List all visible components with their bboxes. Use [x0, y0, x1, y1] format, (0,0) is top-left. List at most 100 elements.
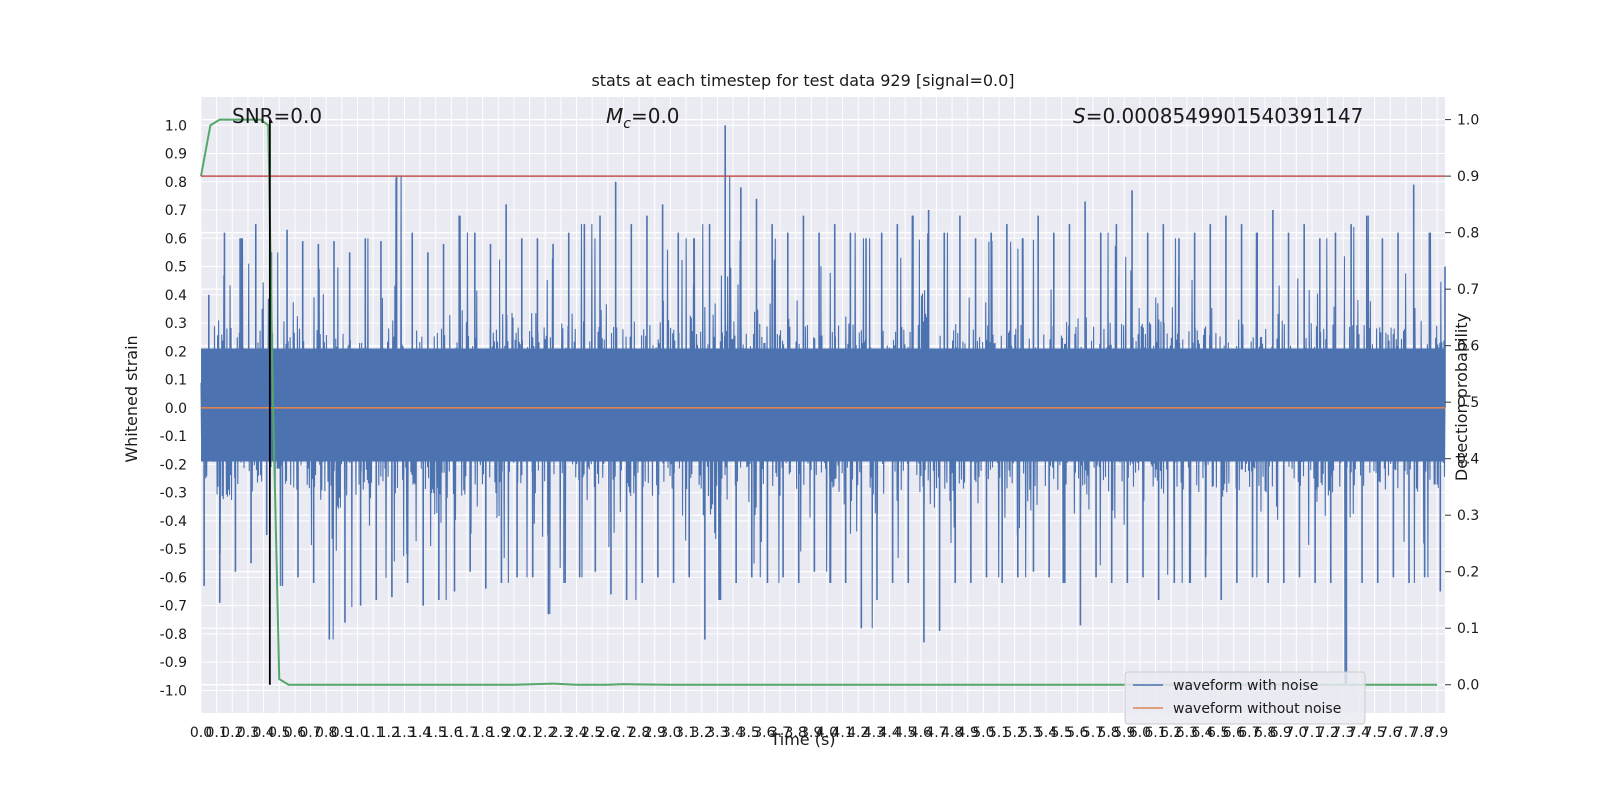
x-tick-label: 1.7 [456, 725, 478, 741]
x-tick-label: 7.2 [1317, 725, 1339, 741]
chirp-mass-symbol: M [606, 104, 623, 128]
y-tick-label: -1.0 [160, 683, 187, 699]
x-tick-label: 2.2 [534, 725, 556, 741]
x-tick-label: 4.1 [831, 725, 853, 741]
x-tick-label: 4.7 [925, 725, 947, 741]
score-value: =0.0008549901540391147 [1086, 104, 1364, 128]
y-tick-label: 0.5 [165, 260, 187, 276]
y2-tick-label: 0.8 [1457, 226, 1479, 242]
overlay-lines [201, 119, 1445, 685]
x-tick-label: 0.2 [221, 725, 243, 741]
y-tick-label: -0.2 [160, 457, 187, 473]
y2-tick-label: 0.3 [1457, 508, 1479, 524]
chirp-mass-annotation: Mc=0.0 [606, 104, 680, 132]
x-tick-label: 5.8 [1097, 725, 1119, 741]
legend-label-with-noise: waveform with noise [1173, 678, 1318, 694]
x-tick-label: 3.9 [800, 725, 822, 741]
y-axis-label: Whitened strain [122, 335, 141, 462]
score-annotation: S=0.0008549901540391147 [1073, 104, 1363, 128]
legend-label-without-noise: waveform without noise [1173, 701, 1341, 717]
x-tick-label: 3.4 [722, 725, 744, 741]
x-tick-label: 2.4 [565, 725, 587, 741]
x-tick-label: 4.3 [863, 725, 885, 741]
detection-probability-line [200, 118, 1438, 686]
waveform-with-noise-core [201, 348, 1445, 462]
y-axis-ticks: 1.0 0.9 0.8 0.7 0.6 0.5 0.4 0.3 0.2 0.1 0.0 -0.1 -0.… [160, 118, 187, 699]
x-axis-ticks: 0.00.10.20.30.40.50.60.70.80.91.01.11.21… [190, 725, 1448, 741]
x-tick-label: 0.8 [315, 725, 337, 741]
y-tick-label: 0.9 [165, 147, 187, 163]
x-tick-label: 3.3 [706, 725, 728, 741]
x-tick-label: 7.1 [1301, 725, 1323, 741]
x-tick-label: 1.2 [378, 725, 400, 741]
x-tick-label: 5.6 [1066, 725, 1088, 741]
x-tick-label: 1.3 [393, 725, 415, 741]
x-tick-label: 5.9 [1113, 725, 1135, 741]
x-tick-label: 3.0 [659, 725, 681, 741]
y-tick-label: 0.6 [165, 231, 187, 247]
y-tick-label: -0.7 [160, 599, 187, 615]
y-tick-label: -0.6 [160, 570, 187, 586]
series-waveform-with-noise [200, 125, 1446, 685]
x-tick-label: 7.4 [1348, 725, 1370, 741]
y2-tick-label: 0.1 [1457, 621, 1479, 637]
x-tick-label: 7.7 [1395, 725, 1417, 741]
x-tick-label: 0.3 [237, 725, 259, 741]
x-tick-label: 2.9 [644, 725, 666, 741]
y-tick-label: -0.3 [160, 486, 187, 502]
x-tick-label: 6.7 [1238, 725, 1260, 741]
y-tick-label: 0.3 [165, 316, 187, 332]
x-tick-label: 7.0 [1285, 725, 1307, 741]
x-tick-label: 5.1 [988, 725, 1010, 741]
y-tick-label: 0.0 [165, 401, 187, 417]
x-axis-label: Time (s) [769, 730, 835, 749]
x-tick-label: 6.5 [1207, 725, 1229, 741]
x-tick-label: 3.2 [691, 725, 713, 741]
y-tick-label: -0.1 [160, 429, 187, 445]
chart-title: stats at each timestep for test data 929… [591, 71, 1014, 90]
x-tick-label: 1.4 [409, 725, 431, 741]
x-tick-label: 4.0 [816, 725, 838, 741]
x-tick-label: 6.4 [1191, 725, 1213, 741]
x-tick-label: 3.6 [753, 725, 775, 741]
y2-tick-label: 0.6 [1457, 339, 1479, 355]
snr-annotation: SNR=0.0 [232, 104, 322, 128]
x-tick-label: 2.5 [581, 725, 603, 741]
x-tick-label: 5.5 [1050, 725, 1072, 741]
chirp-mass-value: =0.0 [631, 104, 680, 128]
x-tick-label: 3.5 [738, 725, 760, 741]
x-tick-label: 1.0 [346, 725, 368, 741]
x-tick-label: 0.0 [190, 725, 212, 741]
x-tick-label: 6.8 [1254, 725, 1276, 741]
x-tick-label: 2.6 [597, 725, 619, 741]
x-tick-label: 2.1 [518, 725, 540, 741]
y2-axis-ticks: 1.0 0.9 0.8 0.7 0.6 0.5 0.4 0.3 0.2 0.1 0.0 [1445, 113, 1479, 694]
legend: waveform with noise waveform without noi… [1124, 671, 1366, 725]
x-tick-label: 5.4 [1035, 725, 1057, 741]
x-tick-label: 7.9 [1426, 725, 1448, 741]
x-tick-label: 7.6 [1379, 725, 1401, 741]
x-tick-label: 3.8 [784, 725, 806, 741]
x-tick-label: 6.2 [1160, 725, 1182, 741]
x-tick-label: 4.2 [847, 725, 869, 741]
y-tick-label: 0.1 [165, 373, 187, 389]
y-tick-label: -0.4 [160, 514, 187, 530]
x-tick-label: 5.0 [972, 725, 994, 741]
chirp-mass-subscript: c [623, 116, 631, 132]
x-tick-label: 4.4 [878, 725, 900, 741]
x-tick-label: 2.0 [503, 725, 525, 741]
y2-tick-label: 0.5 [1457, 395, 1479, 411]
x-tick-label: 4.9 [957, 725, 979, 741]
x-tick-label: 0.4 [252, 725, 274, 741]
x-tick-label: 3.7 [769, 725, 791, 741]
y-tick-label: 0.4 [165, 288, 187, 304]
y-tick-label: -0.5 [160, 542, 187, 558]
x-tick-label: 2.8 [628, 725, 650, 741]
x-tick-label: 6.1 [1144, 725, 1166, 741]
y2-tick-label: 1.0 [1457, 113, 1479, 129]
y2-tick-label: 0.7 [1457, 282, 1479, 298]
x-tick-label: 7.3 [1332, 725, 1354, 741]
x-tick-label: 6.9 [1270, 725, 1292, 741]
x-tick-label: 2.3 [550, 725, 572, 741]
